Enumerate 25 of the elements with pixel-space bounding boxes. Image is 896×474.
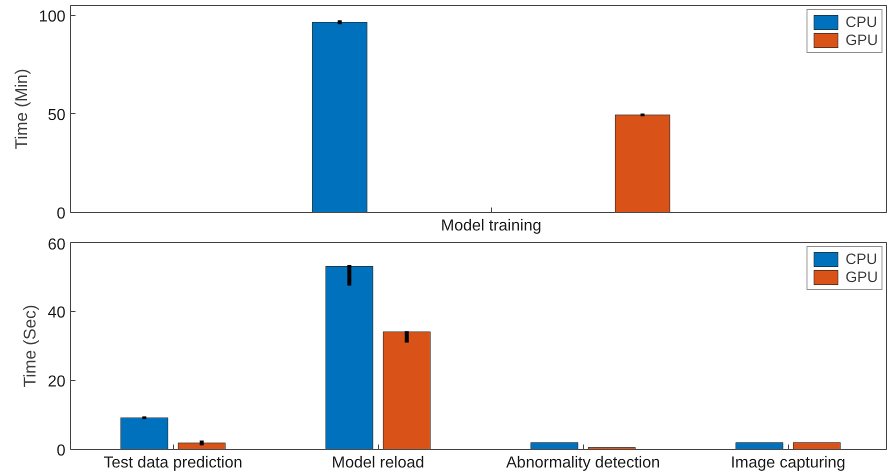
x-tick-label: Model training — [440, 218, 542, 234]
y-tick-label: 0 — [56, 206, 66, 222]
y-tick-label: 100 — [38, 8, 66, 26]
y-tick-label: 0 — [56, 442, 66, 460]
x-tick-label: Image capturing — [730, 454, 846, 472]
legend-label: CPU — [845, 14, 878, 30]
bar — [792, 442, 841, 450]
legend-label: GPU — [845, 32, 878, 48]
bar — [178, 442, 226, 450]
bar — [382, 332, 431, 450]
y-axis-title: Time (Min) — [12, 68, 31, 150]
y-tick-label: 60 — [48, 236, 66, 254]
x-tick-label: Test data prediction — [104, 454, 242, 472]
y-tick-label: 40 — [48, 304, 66, 322]
y-tick-label: 50 — [48, 106, 66, 124]
legend-label: GPU — [845, 268, 878, 286]
y-tick-label: 20 — [48, 374, 66, 390]
bar — [530, 442, 578, 450]
y-axis-title: Time (Sec) — [20, 304, 40, 388]
x-tick-label: Model reload — [332, 454, 424, 472]
bar — [736, 442, 784, 450]
bar — [325, 266, 374, 450]
legend-label: CPU — [845, 250, 878, 268]
bar — [120, 417, 168, 450]
x-tick-label: Abnormality detection — [506, 454, 660, 472]
